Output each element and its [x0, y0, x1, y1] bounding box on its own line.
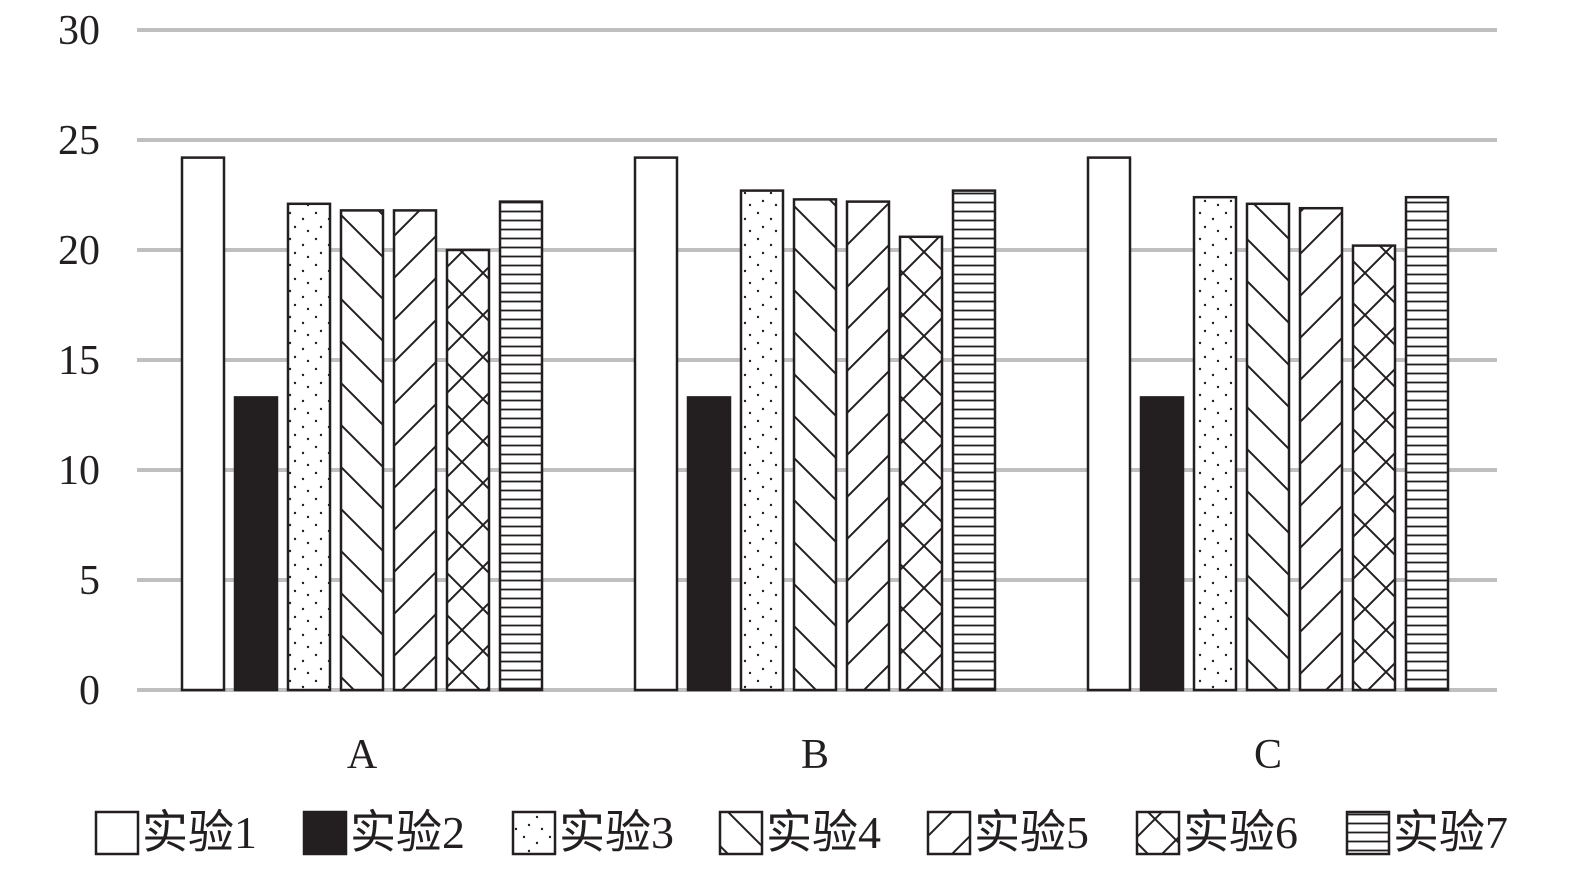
legend-label: 实验7 — [1393, 807, 1508, 858]
legend-swatch — [302, 810, 348, 856]
bar-1-b — [633, 156, 679, 692]
y-tick-label: 25 — [58, 118, 100, 164]
legend-label: 实验4 — [766, 807, 881, 858]
legend-item-7: 实验7 — [1345, 807, 1508, 858]
bar-2-c — [1139, 396, 1185, 692]
legend-swatch — [926, 810, 972, 856]
bar-5-c — [1298, 206, 1344, 692]
bar-5-b — [845, 200, 891, 692]
bars — [180, 156, 1450, 692]
legend-label: 实验3 — [559, 807, 674, 858]
bar-7-c — [1404, 195, 1450, 692]
bar-6-b — [898, 235, 944, 692]
bar-1-a — [180, 156, 226, 692]
bar-5-a — [392, 209, 438, 692]
y-tick-label: 0 — [79, 668, 100, 714]
legend-swatch — [1135, 810, 1181, 856]
legend-swatch — [1345, 810, 1391, 856]
y-axis-tick-labels: 0 5 10 15 20 25 30 — [58, 8, 100, 714]
bar-4-b — [792, 198, 838, 692]
legend-item-5: 实验5 — [926, 807, 1089, 858]
legend-swatch — [94, 810, 140, 856]
y-tick-label: 5 — [79, 558, 100, 604]
bar-4-a — [339, 209, 385, 692]
bar-2-b — [686, 396, 732, 692]
legend-item-3: 实验3 — [511, 807, 674, 858]
bar-3-a — [286, 202, 332, 692]
legend-item-4: 实验4 — [718, 807, 881, 858]
y-tick-label: 20 — [58, 228, 100, 274]
legend-swatch — [718, 810, 764, 856]
bar-2-a — [233, 396, 279, 692]
x-category-label: C — [1254, 732, 1282, 778]
legend: 实验1 实验2 实验3 实验4 实验5 实验6 实验7 — [94, 807, 1508, 858]
bar-7-b — [951, 189, 997, 692]
legend-item-6: 实验6 — [1135, 807, 1298, 858]
x-axis-category-labels: A B C — [347, 732, 1282, 778]
bar-1-c — [1086, 156, 1132, 692]
y-tick-label: 10 — [58, 448, 100, 494]
legend-item-2: 实验2 — [302, 807, 465, 858]
bar-3-b — [739, 189, 785, 692]
bar-3-c — [1192, 195, 1238, 692]
x-category-label: B — [801, 732, 829, 778]
legend-item-1: 实验1 — [94, 807, 257, 858]
legend-label: 实验6 — [1183, 807, 1298, 858]
y-tick-label: 30 — [58, 8, 100, 54]
bar-6-c — [1351, 244, 1397, 692]
bar-6-a — [445, 248, 491, 692]
bar-4-c — [1245, 202, 1291, 692]
y-tick-label: 15 — [58, 338, 100, 384]
bar-7-a — [498, 200, 544, 692]
legend-label: 实验1 — [142, 807, 257, 858]
x-category-label: A — [347, 732, 378, 778]
legend-label: 实验2 — [350, 807, 465, 858]
legend-label: 实验5 — [974, 807, 1089, 858]
legend-swatch — [511, 810, 557, 856]
